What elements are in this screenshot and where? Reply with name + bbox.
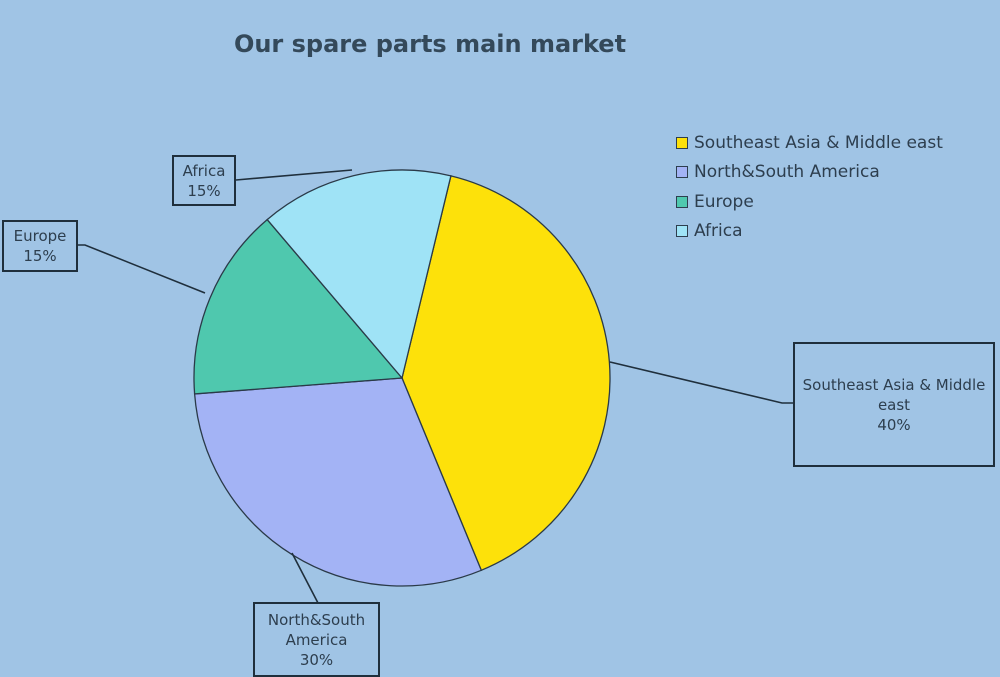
data-label-value: 15% — [187, 181, 221, 200]
legend-swatch — [676, 136, 688, 149]
data-label-europe: Europe 15% — [2, 220, 78, 272]
pie-slice-europe — [193, 218, 404, 395]
data-label-name: Europe — [13, 227, 67, 245]
pie-slice-africa — [266, 169, 452, 380]
data-label-name: Africa — [182, 161, 226, 180]
leader-line-africa — [235, 169, 353, 181]
leader-line-north-south-america — [291, 552, 319, 604]
legend-label: Africa — [694, 221, 743, 242]
legend-item: Southeast Asia & Middle east — [676, 128, 943, 158]
data-label-value: 30% — [299, 650, 334, 669]
leader-line-southeast-asia — [609, 361, 793, 404]
data-label-name: North&South America — [267, 610, 366, 649]
chart-title: Our spare parts main market — [233, 30, 627, 58]
leader-line-europe — [78, 244, 206, 294]
legend-swatch — [676, 166, 688, 179]
data-label-southeast-asia: Southeast Asia & Middle east 40% — [793, 342, 995, 467]
legend: Southeast Asia & Middle east North&South… — [676, 128, 943, 246]
legend-label: Europe — [694, 191, 754, 212]
data-label-north-south-america: North&South America 30% — [253, 602, 380, 677]
legend-item: Europe — [676, 187, 943, 217]
data-label-name: Southeast Asia & Middle east — [802, 375, 986, 414]
pie-slice-southeast-asia — [401, 175, 611, 572]
legend-swatch — [676, 195, 688, 208]
legend-item: North&South America — [676, 158, 943, 188]
legend-item: Africa — [676, 217, 943, 247]
legend-label: Southeast Asia & Middle east — [694, 132, 943, 153]
legend-label: North&South America — [694, 162, 880, 183]
legend-swatch — [676, 225, 688, 238]
data-label-value: 40% — [877, 415, 911, 434]
data-label-africa: Africa 15% — [172, 155, 236, 206]
data-label-value: 15% — [23, 247, 57, 265]
